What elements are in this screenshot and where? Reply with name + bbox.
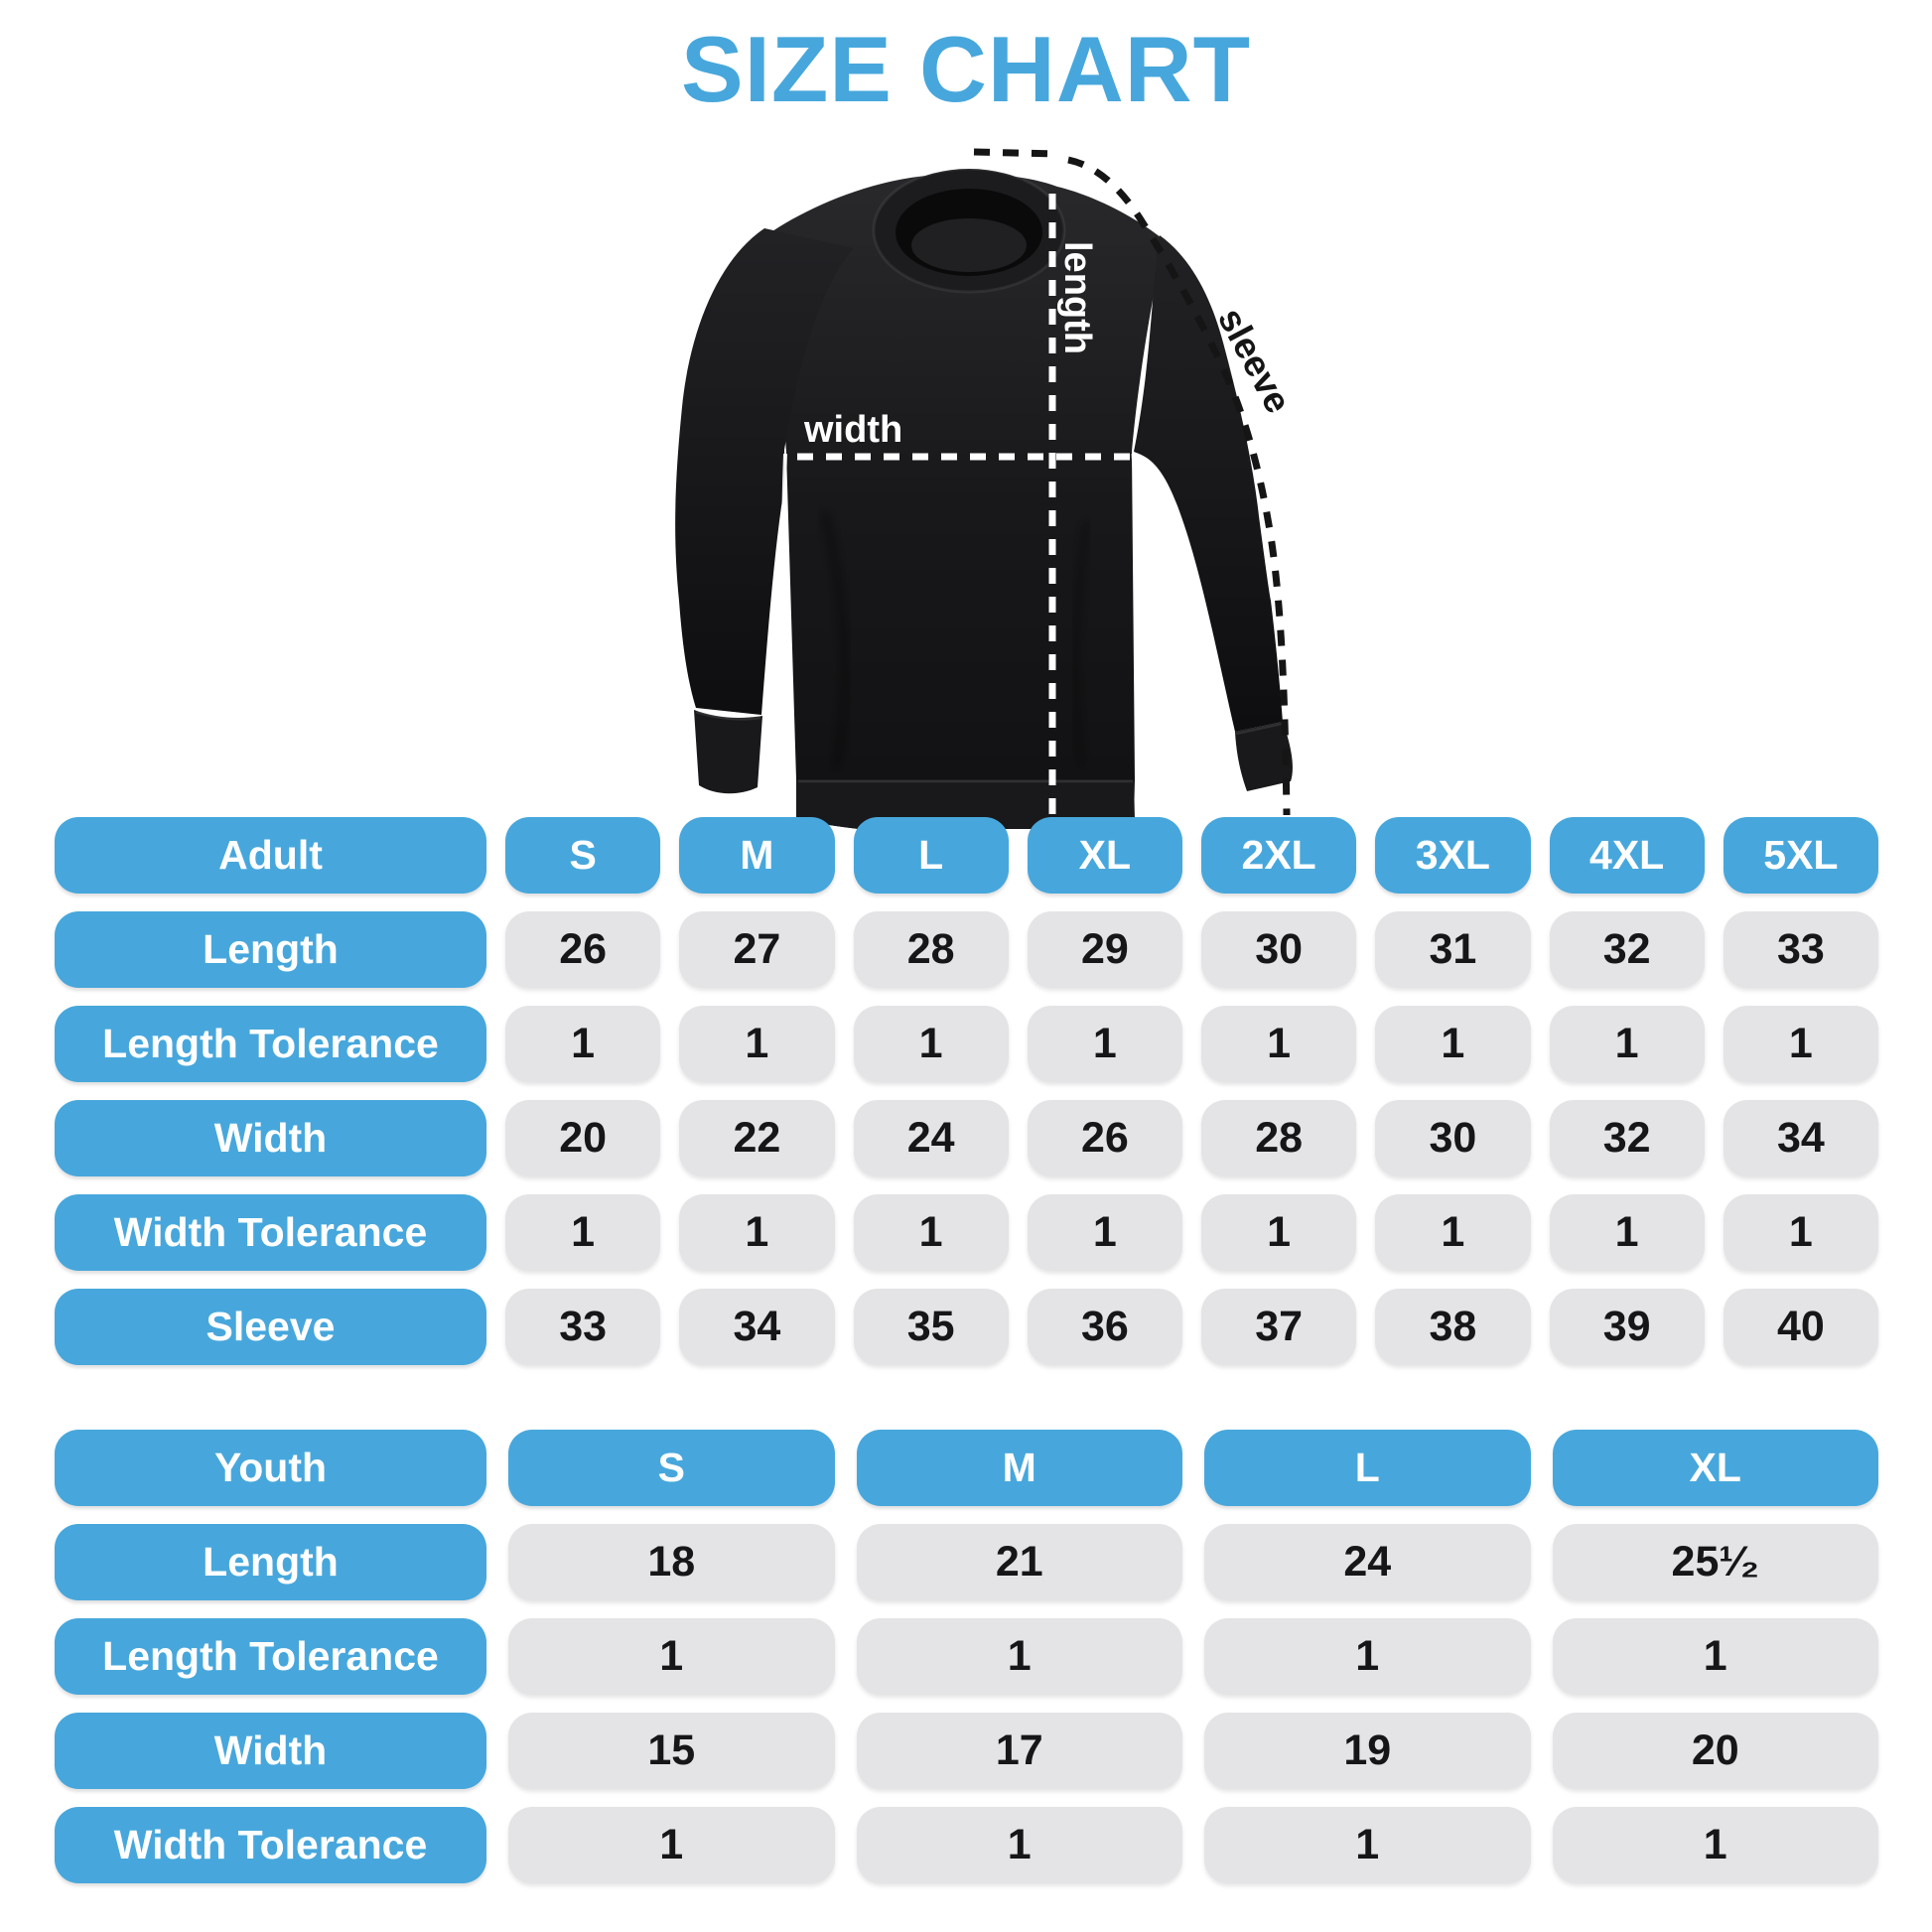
size-value-cell: 1 (1549, 1006, 1705, 1082)
size-header-cell-m: M (856, 1430, 1182, 1506)
size-value-cell: 1 (1204, 1807, 1531, 1883)
size-value-cell: 30 (1201, 911, 1357, 988)
size-value-cell: 28 (1201, 1100, 1357, 1176)
size-value-cell: 19 (1204, 1713, 1531, 1789)
size-value-cell: 1 (1375, 1006, 1531, 1082)
size-value-cell: 1 (1552, 1618, 1878, 1695)
page-title: SIZE CHART (681, 17, 1251, 121)
size-value-cell: 15 (508, 1713, 835, 1789)
table-title-cell: Adult (55, 817, 486, 894)
size-value-cell: 1 (1723, 1006, 1878, 1082)
size-value-cell: 39 (1549, 1289, 1705, 1365)
size-value-cell: 32 (1549, 911, 1705, 988)
row-label: Width (55, 1100, 486, 1176)
size-value-cell: 1 (1549, 1194, 1705, 1271)
size-header-cell-5xl: 5XL (1723, 817, 1878, 894)
sweatshirt-right-sleeve (1134, 235, 1293, 791)
size-value-cell: 21 (856, 1524, 1182, 1600)
size-value-cell: 1 (1027, 1006, 1182, 1082)
size-value-cell: 31 (1375, 911, 1531, 988)
size-value-cell: 28 (853, 911, 1009, 988)
size-value-cell: 32 (1549, 1100, 1705, 1176)
size-value-cell: 33 (1723, 911, 1878, 988)
size-header-cell-3xl: 3XL (1375, 817, 1531, 894)
size-value-cell: 34 (1723, 1100, 1878, 1176)
row-label: Width Tolerance (55, 1194, 486, 1271)
sweatshirt-body (762, 173, 1166, 829)
size-value-cell: 17 (856, 1713, 1182, 1789)
sweatshirt-collar (872, 167, 1066, 294)
size-value-cell: 1 (505, 1194, 661, 1271)
size-value-cell: 26 (505, 911, 661, 988)
size-value-cell: 26 (1027, 1100, 1182, 1176)
size-value-cell: 1 (856, 1618, 1182, 1695)
size-value-cell: 1 (679, 1194, 835, 1271)
size-value-cell: 24 (853, 1100, 1009, 1176)
size-value-cell: 1 (1201, 1006, 1357, 1082)
size-value-cell: 24 (1204, 1524, 1531, 1600)
size-value-cell: 1 (853, 1006, 1009, 1082)
adult-size-table: Adult S M L XL 2XL 3XL 4XL 5XL Length 26 27 28 29 30 31… (55, 817, 1878, 1365)
right-armpit-gap (1131, 453, 1144, 776)
size-header-cell-xl: XL (1027, 817, 1182, 894)
width-label: width (803, 409, 902, 451)
row-label: Length Tolerance (55, 1618, 486, 1695)
size-value-cell: 25¹⁄₂ (1552, 1524, 1878, 1600)
size-value-cell: 36 (1027, 1289, 1182, 1365)
row-label: Sleeve (55, 1289, 486, 1365)
size-value-cell: 18 (508, 1524, 835, 1600)
size-header-cell-xl: XL (1552, 1430, 1878, 1506)
size-header-cell-2xl: 2XL (1201, 817, 1357, 894)
youth-size-table: Youth S M L XL Length 18 21 24 25¹⁄₂ Length Tolera… (55, 1430, 1878, 1883)
size-value-cell: 38 (1375, 1289, 1531, 1365)
size-value-cell: 20 (1552, 1713, 1878, 1789)
sweatshirt-diagram: width length sleeve (675, 148, 1299, 829)
size-value-cell: 1 (508, 1618, 835, 1695)
row-label: Width Tolerance (55, 1807, 486, 1883)
size-value-cell: 1 (1204, 1618, 1531, 1695)
row-label: Width (55, 1713, 486, 1789)
sweatshirt-left-sleeve (675, 228, 854, 794)
size-value-cell: 1 (1723, 1194, 1878, 1271)
size-header-cell-l: L (853, 817, 1009, 894)
size-value-cell: 37 (1201, 1289, 1357, 1365)
size-value-cell: 33 (505, 1289, 661, 1365)
size-header-cell-s: S (508, 1430, 835, 1506)
size-value-cell: 1 (1375, 1194, 1531, 1271)
size-value-cell: 40 (1723, 1289, 1878, 1365)
sleeve-measure-line (973, 148, 1291, 816)
size-value-cell: 1 (508, 1807, 835, 1883)
table-title-cell: Youth (55, 1430, 486, 1506)
length-label: length (1056, 241, 1098, 354)
size-value-cell: 1 (856, 1807, 1182, 1883)
row-label: Length Tolerance (55, 1006, 486, 1082)
size-value-cell: 29 (1027, 911, 1182, 988)
left-armpit-gap (781, 453, 794, 776)
row-label: Length (55, 911, 486, 988)
size-header-cell-s: S (505, 817, 661, 894)
size-value-cell: 1 (505, 1006, 661, 1082)
size-header-cell-l: L (1204, 1430, 1531, 1506)
size-header-cell-4xl: 4XL (1549, 817, 1705, 894)
size-value-cell: 1 (1027, 1194, 1182, 1271)
size-header-cell-m: M (679, 817, 835, 894)
size-value-cell: 30 (1375, 1100, 1531, 1176)
size-value-cell: 22 (679, 1100, 835, 1176)
size-value-cell: 1 (1552, 1807, 1878, 1883)
size-value-cell: 27 (679, 911, 835, 988)
size-value-cell: 1 (679, 1006, 835, 1082)
size-value-cell: 35 (853, 1289, 1009, 1365)
size-value-cell: 20 (505, 1100, 661, 1176)
row-label: Length (55, 1524, 486, 1600)
size-value-cell: 34 (679, 1289, 835, 1365)
size-value-cell: 1 (853, 1194, 1009, 1271)
size-value-cell: 1 (1201, 1194, 1357, 1271)
